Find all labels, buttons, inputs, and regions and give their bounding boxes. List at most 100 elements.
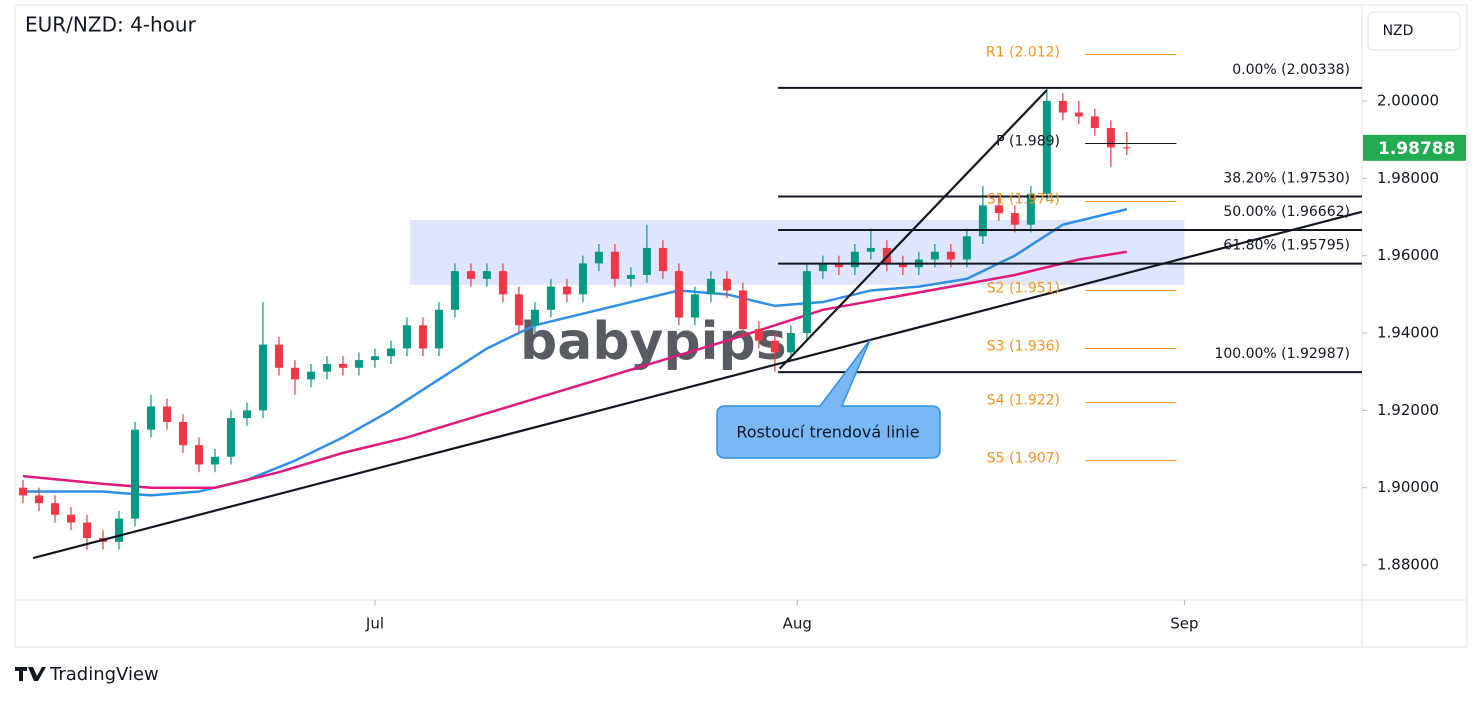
- candle-body: [834, 263, 843, 268]
- y-tick-label: 1.92000: [1377, 401, 1439, 419]
- pivot-label: S4 (1.922): [987, 393, 1060, 409]
- annotation: Rostoucí trendová linie: [736, 423, 919, 442]
- candle-body: [802, 271, 811, 333]
- candle-body: [1106, 128, 1115, 148]
- candle-body: [578, 263, 587, 295]
- candle-body: [434, 309, 443, 349]
- candle-body: [1122, 147, 1131, 149]
- candle-body: [274, 344, 283, 368]
- candle-body: [962, 236, 971, 260]
- pivot-label: S2 (1.951): [987, 280, 1060, 296]
- chart-title: EUR/NZD: 4-hour: [25, 13, 197, 37]
- pivot-label: P (1.989): [996, 133, 1060, 149]
- annotation-callout: [716, 339, 941, 459]
- candle-body: [258, 344, 267, 411]
- fib-label: 100.00% (1.92987): [1214, 346, 1350, 362]
- candle-body: [386, 348, 395, 357]
- candle-body: [162, 406, 171, 422]
- candle-body: [402, 325, 411, 349]
- fib-label: 50.00% (1.96662): [1223, 204, 1350, 220]
- candle-body: [178, 421, 187, 446]
- candle-body: [306, 371, 315, 380]
- candle-body: [322, 363, 331, 372]
- candle-body: [690, 294, 699, 318]
- frame: [14, 4, 1468, 648]
- candle-body: [706, 278, 715, 295]
- y-tick-label: 1.90000: [1377, 478, 1439, 496]
- moving-average: [22, 250, 1128, 489]
- x-tick-label: Aug: [783, 615, 812, 633]
- candle-body: [946, 251, 955, 260]
- candle-body: [978, 205, 987, 237]
- candle-body: [738, 290, 747, 330]
- candle-body: [754, 329, 763, 341]
- candle-body: [1010, 213, 1019, 225]
- candle-body: [226, 418, 235, 457]
- candle-body: [242, 410, 251, 419]
- candle-body: [418, 325, 427, 349]
- candle-body: [930, 251, 939, 260]
- candle-body: [450, 271, 459, 310]
- candle-body: [626, 274, 635, 279]
- pivot-label: R1 (2.012): [986, 45, 1060, 61]
- candle-body: [498, 271, 507, 295]
- last-price-label: 1.98788: [1378, 139, 1455, 159]
- candle-body: [82, 522, 91, 538]
- candle-body: [34, 495, 43, 504]
- candle-body: [898, 263, 907, 268]
- candle-body: [1074, 112, 1083, 117]
- candle-body: [818, 263, 827, 272]
- candle-body: [338, 363, 347, 368]
- y-tick-label: 1.96000: [1377, 246, 1439, 264]
- candle-body: [642, 247, 651, 275]
- fib-label: 0.00% (2.00338): [1232, 62, 1350, 78]
- candle-body: [530, 309, 539, 326]
- currency: NZD: [1383, 23, 1414, 39]
- candle-body: [194, 445, 203, 465]
- y-tick-label: 1.98000: [1377, 169, 1439, 187]
- candle-body: [866, 247, 875, 252]
- candle-body: [850, 251, 859, 268]
- x-tick-label: Sep: [1170, 615, 1198, 633]
- candle-body: [546, 286, 555, 310]
- pivot-label: S3 (1.936): [987, 338, 1060, 354]
- candle-body: [466, 271, 475, 279]
- candle-body: [786, 332, 795, 353]
- candle-body: [994, 205, 1003, 214]
- y-tick-label: 1.94000: [1377, 323, 1439, 341]
- x-tick-label: Jul: [365, 615, 384, 633]
- trendline: [32, 210, 1363, 560]
- candle-body: [658, 247, 667, 272]
- pivot-label: S1 (1.974): [987, 192, 1060, 208]
- candle-body: [18, 487, 27, 496]
- candle-body: [610, 251, 619, 279]
- candle-body: [1058, 100, 1067, 113]
- candle-body: [722, 278, 731, 291]
- candle-body: [210, 456, 219, 465]
- candle-body: [370, 356, 379, 361]
- currency-box[interactable]: [1367, 11, 1461, 51]
- pivot-label: S5 (1.907): [987, 451, 1060, 467]
- fib-label: 61.80% (1.95795): [1223, 238, 1350, 254]
- candle-body: [1042, 100, 1051, 194]
- logo: [15, 667, 46, 681]
- candle-body: [146, 406, 155, 430]
- fib-label: 38.20% (1.97530): [1223, 170, 1350, 186]
- candle-body: [114, 518, 123, 542]
- footer-brand: TradingView: [49, 664, 159, 685]
- candle-body: [66, 514, 75, 523]
- candle-body: [674, 271, 683, 318]
- candle-body: [50, 503, 59, 515]
- candle-body: [1026, 193, 1035, 225]
- y-tick-label: 1.88000: [1377, 556, 1439, 574]
- candle-body: [130, 429, 139, 519]
- candle-body: [562, 286, 571, 295]
- candle-body: [1090, 116, 1099, 129]
- candle-body: [594, 251, 603, 264]
- candle-body: [482, 271, 491, 279]
- candle-body: [514, 294, 523, 326]
- candle-body: [354, 360, 363, 368]
- candle-body: [290, 367, 299, 380]
